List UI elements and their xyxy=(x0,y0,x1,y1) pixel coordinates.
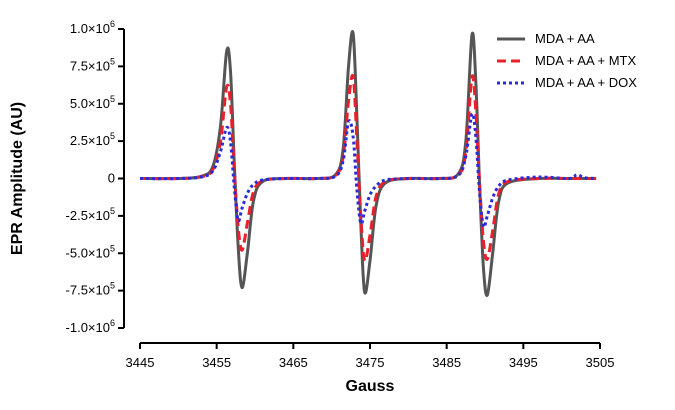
y-tick-label: -1.0×106 xyxy=(66,318,115,335)
x-tick-label: 3495 xyxy=(509,355,538,370)
series-layer xyxy=(139,30,597,297)
y-tick-label: -5.0×105 xyxy=(66,243,115,260)
x-tick-label: 3445 xyxy=(126,355,155,370)
legend-label: MDA + AA + MTX xyxy=(535,53,636,68)
series-line-3 xyxy=(139,112,597,229)
series-line-2 xyxy=(139,73,597,263)
y-tick-label: 0 xyxy=(108,171,115,186)
legend: MDA + AA MDA + AA + MTX MDA + AA + DOX xyxy=(497,31,637,90)
legend-label: MDA + AA xyxy=(535,31,595,46)
y-tick-label: -2.5×105 xyxy=(66,206,115,223)
y-tick-label: 2.5×105 xyxy=(70,131,115,148)
x-axis: 3445 3455 3465 3475 3485 3495 3505 xyxy=(126,342,615,370)
x-tick-label: 3485 xyxy=(432,355,461,370)
y-tick-label: -7.5×105 xyxy=(66,281,115,298)
x-axis-title: Gauss xyxy=(346,378,395,395)
y-axis: 1.0×106 7.5×105 5.0×105 2.5×105 0 -2.5×105 -5.… xyxy=(66,19,125,335)
x-tick-label: 3505 xyxy=(586,355,615,370)
x-tick-label: 3465 xyxy=(279,355,308,370)
x-tick-label: 3455 xyxy=(202,355,231,370)
legend-label: MDA + AA + DOX xyxy=(535,75,637,90)
y-tick-label: 5.0×105 xyxy=(70,94,115,111)
x-tick-label: 3475 xyxy=(356,355,385,370)
y-tick-label: 7.5×105 xyxy=(70,56,115,73)
y-tick-label: 1.0×106 xyxy=(70,19,115,36)
y-axis-title: EPR Amplitude (AU) xyxy=(9,102,26,255)
